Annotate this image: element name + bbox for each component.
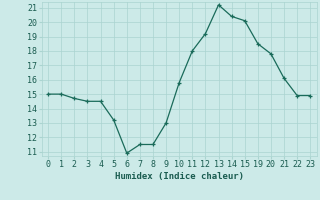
X-axis label: Humidex (Indice chaleur): Humidex (Indice chaleur) — [115, 172, 244, 181]
